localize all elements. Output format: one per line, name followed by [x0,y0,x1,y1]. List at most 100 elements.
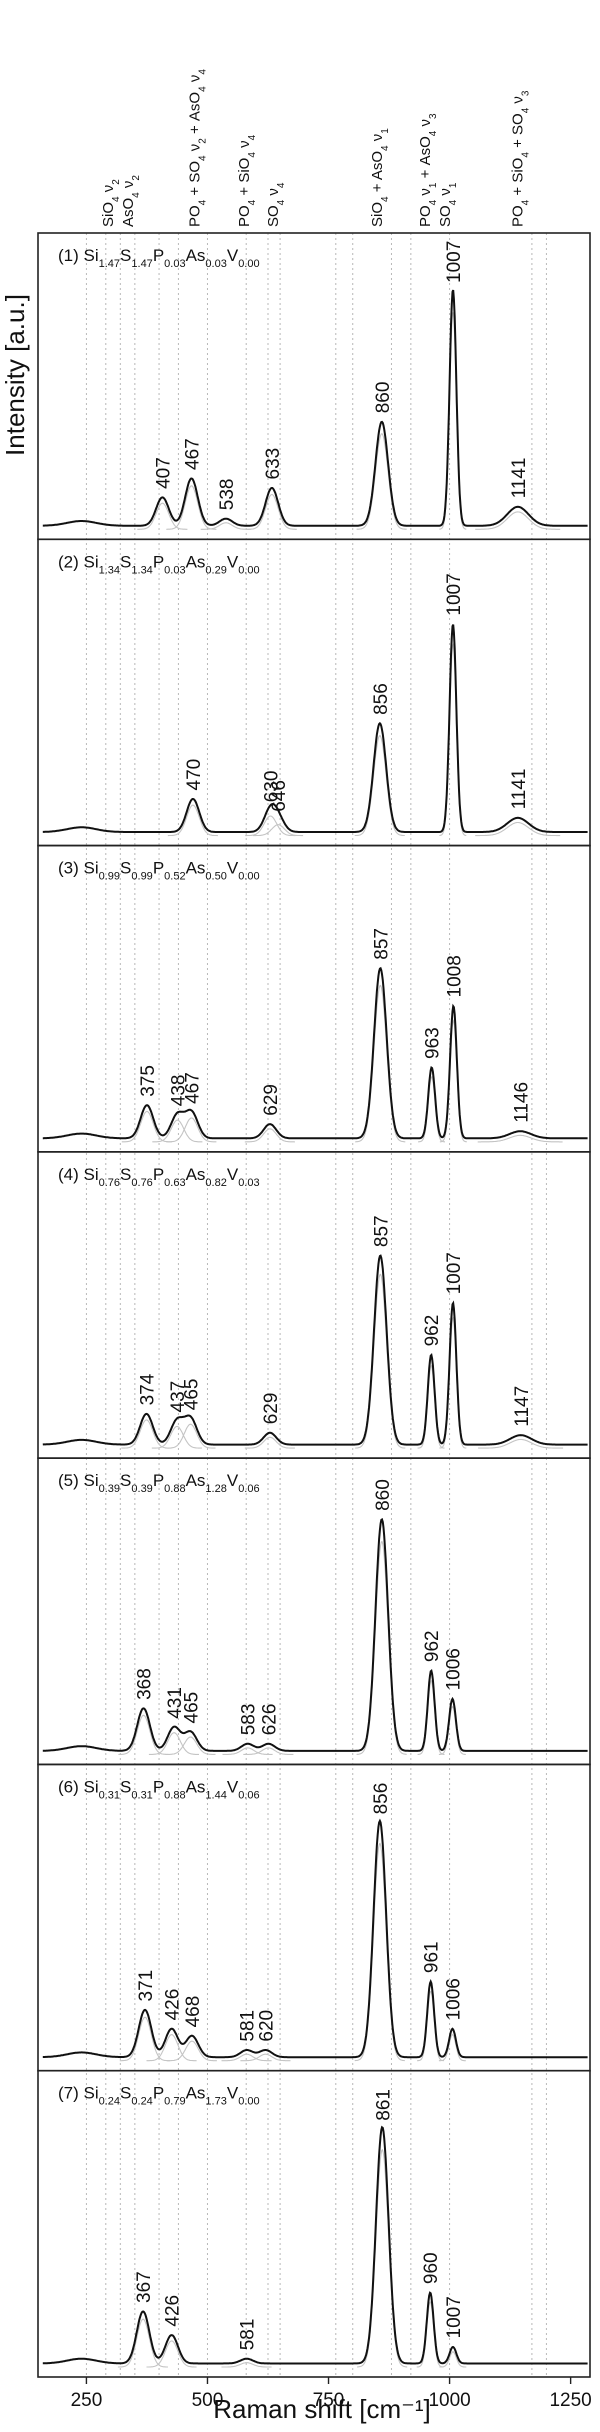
peak-label: 431 [165,1687,186,1719]
fitted-component [121,1419,172,1449]
band-label: AsO4 ν2 [120,175,142,227]
fitted-component [477,1134,563,1143]
spectra-panels: 407 467 538 633 860 1007 1141 (1) Si1.47S1.47P0… [37,232,591,2378]
peak-label: 860 [373,1479,394,1511]
peak-label: 1007 [444,1252,465,1294]
peak-label: 437 [168,1381,189,1413]
peak-label: 857 [371,1215,392,1247]
fitted-component [117,2318,168,2368]
peak-label: 1006 [444,1978,465,2020]
panel-composition-label: (7) Si0.24S0.24P0.79As1.73V0.00 [58,2084,260,2108]
y-axis-label: Intensity [a.u.] [0,294,30,456]
fitted-component [356,433,407,530]
spectrum-line [42,2125,588,2365]
spectrum-line [42,966,588,1140]
x-tick-label: 1250 [549,2390,591,2411]
peak-label: 1007 [444,573,465,615]
fitted-component [475,821,561,837]
peak-label: 583 [239,1704,260,1736]
peak-label: 963 [423,1027,444,1059]
peak-label: 961 [422,1941,443,1973]
panel-composition-label: (3) Si0.99S0.99P0.52As0.50V0.00 [58,859,260,883]
peak-label: 1147 [512,1386,533,1427]
panel-composition-label: (5) Si0.39S0.39P0.88As1.28V0.06 [58,1471,260,1495]
band-label: SO4 ν1 [437,182,459,227]
spectrum-line [42,624,588,833]
fitted-component [146,2034,197,2062]
fitted-component [244,1436,295,1449]
fitted-component [221,2362,272,2368]
fitted-component [165,1423,216,1449]
peak-label: 856 [371,683,392,715]
fitted-component [244,1128,295,1143]
fitted-component [417,1364,445,1449]
peak-label: 629 [261,1084,282,1116]
panel-composition-label: (2) Si1.34S1.34P0.03As0.29V0.00 [58,552,260,576]
fitted-component [355,1273,406,1449]
peak-label: 620 [257,2010,278,2042]
fitted-component [439,1316,467,1449]
peak-label: 538 [217,478,238,510]
x-tick-label: 750 [313,2390,345,2411]
fitted-component [417,1679,445,1755]
peak-label: 646 [269,780,290,812]
peak-label: 1141 [509,458,530,499]
peak-label: 860 [373,382,394,414]
peak-label: 581 [238,2319,259,2351]
peak-label: 465 [182,1378,203,1410]
x-axis-label: Raman shift [cm⁻¹] [213,2394,430,2424]
peak-label: 467 [183,438,204,470]
peak-label: 368 [135,1668,156,1700]
fitted-component [165,1736,216,1755]
fitted-component [166,2040,217,2062]
band-label: PO4 + SO4 ν2 + AsO4 ν4 [186,69,208,227]
fitted-component [148,1732,199,1755]
peak-label: 1146 [511,1082,532,1123]
band-label: PO4 + SiO4 ν4 [236,134,257,227]
fitted-component [439,2351,467,2368]
peak-label: 375 [138,1065,159,1097]
peak-label: 857 [371,928,392,960]
peak-label: 629 [261,1393,282,1425]
peak-label: 1141 [509,769,530,810]
peak-label: 1008 [445,955,466,997]
fitted-component [354,734,405,837]
peak-label: 426 [163,2295,184,2327]
peak-label: 1007 [444,241,465,283]
fitted-component [354,1842,405,2062]
band-label: SiO4 ν2 [100,179,122,227]
panel-frame [37,2069,591,2378]
fitted-component [438,2034,466,2062]
peak-label: 633 [263,448,284,480]
fitted-component [167,804,218,837]
peak-label: 470 [184,759,205,791]
fitted-component [137,502,188,530]
fitted-component [416,2301,444,2368]
peak-label: 856 [371,1783,392,1815]
fitted-component [439,1018,467,1143]
peak-label: 1007 [444,2296,465,2338]
fitted-component [418,1075,445,1143]
peak-label: 468 [183,1996,204,2028]
band-label: PO4 + SiO4 + SO4 ν3 [509,90,531,227]
peak-label: 467 [183,1072,204,1104]
peak-label: 407 [153,457,174,489]
fitted-component [222,1747,273,1755]
fitted-component [152,1119,203,1143]
fitted-component [119,2016,170,2062]
fitted-component [246,493,297,530]
peak-label: 861 [373,2089,394,2121]
fitted-component [417,1990,445,2062]
fitted-component [151,1425,202,1449]
peak-label: 626 [260,1704,281,1736]
spectrum-line [42,289,588,527]
panel-composition-label: (4) Si0.76S0.76P0.63As0.82V0.03 [58,1165,260,1189]
fitted-component [166,485,217,530]
fitted-component [146,2340,197,2368]
spectrum-line [42,1254,588,1446]
peak-label: 371 [136,1970,157,2002]
